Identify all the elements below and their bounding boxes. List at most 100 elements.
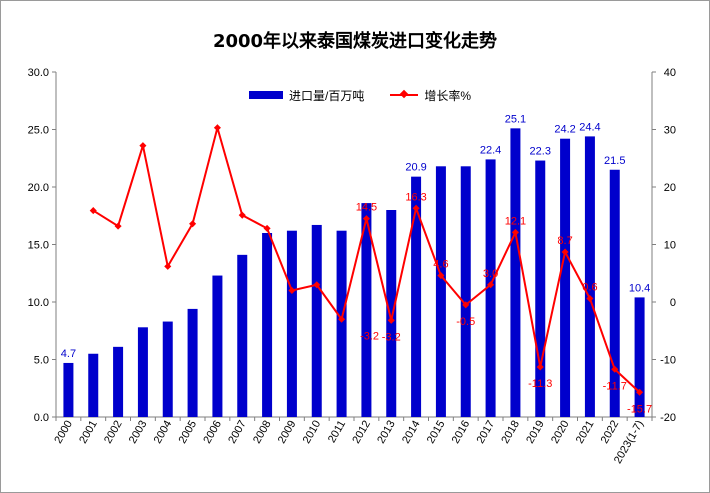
growth-value-label: -3.2: [382, 331, 401, 343]
bar-2002: [113, 346, 124, 417]
bar-2010: [311, 224, 322, 417]
bar-2004: [162, 321, 173, 417]
bar-2011: [336, 230, 347, 417]
x-tick-label: 2018: [499, 419, 522, 446]
growth-value-label: -11.3: [528, 378, 552, 390]
growth-value-label-extra: -3.2: [360, 330, 379, 342]
x-tick-label: 2020: [549, 419, 572, 446]
growth-point-2003: [139, 142, 147, 150]
growth-point-2006: [213, 124, 221, 132]
bar-2022: [609, 169, 620, 417]
growth-point-2015: [437, 272, 445, 280]
bar-value-label: 25.1: [505, 113, 526, 125]
bar-2014: [411, 176, 422, 417]
x-tick-label: 2006: [201, 419, 224, 446]
left-tick-label: 15.0: [28, 240, 49, 252]
x-tick-label: 2000: [52, 419, 75, 446]
bar-value-label: 4.7: [61, 348, 76, 360]
growth-value-label: 0.6: [582, 282, 597, 294]
legend-bar-swatch: [249, 91, 283, 99]
legend-item-bar: 进口量/百万吨: [249, 87, 364, 104]
x-tick-label: 2019: [524, 419, 547, 446]
bar-2001: [88, 353, 99, 417]
right-tick-label: 40: [664, 67, 676, 79]
x-tick-label: 2010: [301, 419, 324, 446]
growth-point-2022: [611, 365, 619, 373]
growth-point-2001: [89, 207, 97, 215]
x-tick-label: 2016: [450, 419, 473, 446]
right-tick-label: 10: [664, 240, 676, 252]
bar-2012: [361, 203, 372, 417]
x-tick-label: 2022: [599, 419, 622, 446]
left-tick-label: 20.0: [28, 182, 49, 194]
left-tick-label: 0.0: [34, 412, 49, 424]
growth-value-label: 16.3: [405, 191, 426, 203]
x-tick-label: 2008: [251, 419, 274, 446]
left-tick-label: 5.0: [34, 355, 49, 367]
growth-point-2023(1-7): [636, 388, 644, 396]
growth-point-2009: [288, 286, 296, 295]
bar-value-label: 22.3: [530, 146, 551, 158]
bar-value-label: 24.2: [554, 124, 575, 136]
growth-point-2021: [586, 295, 594, 303]
growth-point-2020: [561, 248, 569, 256]
bar-2000: [63, 362, 74, 417]
right-tick-label: -20: [660, 412, 676, 424]
right-tick-label: -10: [660, 355, 676, 367]
x-tick-label: 2005: [177, 419, 200, 446]
bar-2019: [535, 160, 546, 418]
growth-value-label: 12.1: [505, 215, 526, 227]
bar-value-label: 10.4: [629, 282, 650, 294]
legend: 进口量/百万吨 增长率%: [249, 87, 497, 103]
legend-item-line: 增长率%: [390, 87, 471, 104]
growth-point-2014: [412, 204, 420, 212]
chart-title: 2000年以来泰国煤炭进口变化走势: [212, 31, 498, 52]
growth-point-2017: [487, 281, 495, 289]
growth-point-2005: [189, 220, 197, 228]
x-tick-label: 2001: [77, 419, 100, 446]
bar-value-label: 22.4: [480, 144, 501, 156]
growth-point-2013: [387, 316, 395, 324]
bar-2008: [262, 233, 273, 417]
legend-bar-label: 进口量/百万吨: [289, 88, 365, 103]
bar-2020: [560, 138, 571, 417]
right-tick-label: 20: [664, 182, 676, 194]
legend-line-label: 增长率%: [424, 88, 472, 103]
x-tick-label: 2003: [127, 419, 150, 446]
right-tick-label: 0: [670, 297, 676, 309]
bar-2021: [584, 136, 595, 417]
bar-2013: [386, 210, 397, 417]
x-tick-label: 2011: [326, 419, 348, 445]
left-tick-label: 30.0: [28, 67, 49, 79]
growth-value-label: -0.5: [456, 316, 475, 328]
x-tick-label: 2021: [574, 419, 597, 446]
right-tick-label: 30: [664, 125, 676, 137]
bar-2018: [510, 128, 521, 417]
x-tick-label: 2007: [226, 419, 249, 446]
growth-point-2010: [313, 281, 321, 289]
growth-point-2016: [462, 301, 470, 309]
left-tick-label: 10.0: [28, 297, 49, 309]
growth-value-label: 8.7: [557, 235, 572, 247]
bar-2003: [137, 327, 148, 417]
bar-value-label: 21.5: [604, 155, 625, 167]
bar-2007: [237, 254, 248, 417]
growth-point-2012: [362, 215, 370, 223]
bar-2009: [286, 230, 297, 417]
growth-point-2002: [114, 222, 122, 230]
growth-point-2011: [338, 315, 346, 323]
legend-line-swatch: [390, 94, 419, 96]
x-tick-label: 2002: [102, 419, 125, 446]
growth-point-2007: [238, 211, 246, 219]
x-tick-label: 2012: [350, 419, 373, 446]
growth-point-2004: [164, 262, 172, 270]
bar-value-label: 20.9: [405, 162, 426, 174]
growth-value-label: -11.7: [603, 380, 627, 392]
growth-point-2008: [263, 224, 271, 232]
x-tick-label: 2013: [375, 419, 398, 446]
x-tick-label: 2015: [425, 419, 448, 446]
growth-point-2019: [536, 363, 544, 371]
bar-2005: [187, 308, 198, 417]
